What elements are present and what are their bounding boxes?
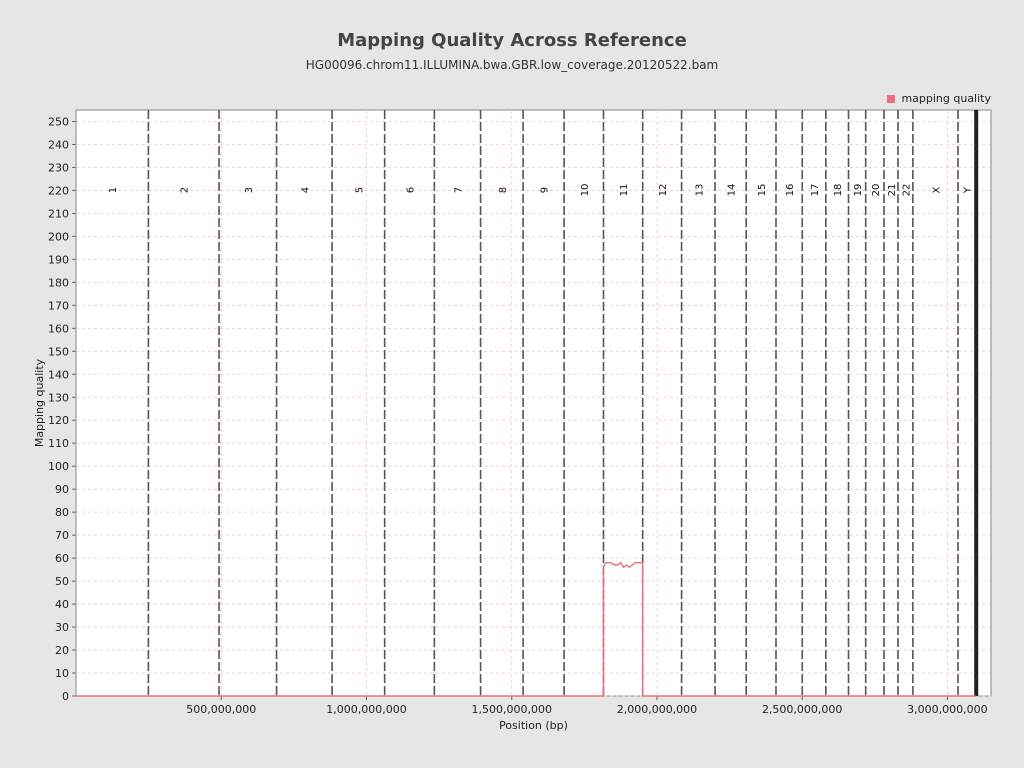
y-tick-label: 0 <box>62 690 69 703</box>
series-point <box>614 564 616 566</box>
chromosome-label: 9 <box>540 187 551 193</box>
y-tick-label: 90 <box>55 483 69 496</box>
y-axis-title: Mapping quality <box>33 358 46 447</box>
plot-area <box>75 109 992 697</box>
y-tick-label: 240 <box>48 138 69 151</box>
x-tick-label: 1,000,000,000 <box>326 703 406 716</box>
chromosome-label: 10 <box>580 184 591 197</box>
chromosome-label: 2 <box>180 187 191 193</box>
series-point <box>974 695 976 697</box>
y-tick-label: 230 <box>48 161 69 174</box>
y-tick-label: 160 <box>48 322 69 335</box>
y-tick-label: 250 <box>48 115 69 128</box>
chromosome-label: 22 <box>901 184 912 197</box>
chromosome-label: 17 <box>810 184 821 197</box>
chromosome-label: 20 <box>871 184 882 197</box>
chromosome-label: 19 <box>853 184 864 197</box>
chromosome-label: 7 <box>453 187 464 193</box>
series-point <box>634 562 636 564</box>
chromosome-label: 3 <box>244 187 255 193</box>
y-tick-label: 210 <box>48 207 69 220</box>
series-point <box>602 569 605 571</box>
x-axis-title: Position (bp) <box>499 719 568 732</box>
y-tick-label: 220 <box>48 184 69 197</box>
y-tick-label: 170 <box>48 299 69 312</box>
chromosome-label: 16 <box>785 184 796 197</box>
y-tick-label: 70 <box>55 529 69 542</box>
chromosome-label: Y <box>963 186 974 194</box>
chromosome-label: 15 <box>757 184 768 197</box>
y-tick-label: 60 <box>55 552 69 565</box>
legend-swatch <box>887 94 896 103</box>
y-tick-label: 10 <box>55 667 69 680</box>
chromosome-label: 12 <box>658 184 669 197</box>
y-tick-label: 120 <box>48 414 69 427</box>
series-point <box>605 562 607 564</box>
series-point <box>640 562 642 564</box>
legend: mapping quality <box>887 92 991 105</box>
series-point <box>625 564 628 566</box>
y-tick-label: 140 <box>48 368 69 381</box>
chromosome-label: 18 <box>833 184 844 197</box>
y-tick-label: 130 <box>48 391 69 404</box>
series-point <box>602 695 605 697</box>
x-tick-label: 2,500,000,000 <box>762 703 842 716</box>
series-point <box>637 562 639 564</box>
x-tick-label: 3,000,000,000 <box>907 703 987 716</box>
y-tick-label: 50 <box>55 575 69 588</box>
chromosome-label: 21 <box>887 184 898 197</box>
chromosome-label: 6 <box>405 187 416 193</box>
x-tick-label: 500,000,000 <box>186 703 256 716</box>
chromosome-label: 13 <box>694 184 705 197</box>
chromosome-label: 5 <box>354 187 365 193</box>
y-tick-label: 100 <box>48 460 69 473</box>
y-tick-label: 150 <box>48 345 69 358</box>
series-point <box>631 564 633 566</box>
series-point <box>609 562 612 564</box>
chromosome-label: 4 <box>300 187 311 193</box>
chromosome-label: 1 <box>108 187 119 193</box>
contig-boundary-band <box>974 110 979 696</box>
y-tick-label: 190 <box>48 253 69 266</box>
series-point <box>628 566 630 568</box>
chart-subtitle: HG00096.chrom11.ILLUMINA.bwa.GBR.low_cov… <box>305 58 719 72</box>
y-tick-label: 40 <box>55 598 69 611</box>
chromosome-label: 14 <box>727 184 738 197</box>
y-tick-label: 20 <box>55 644 69 657</box>
y-tick-label: 110 <box>48 437 69 450</box>
series-point <box>620 562 622 564</box>
x-tick-label: 2,000,000,000 <box>617 703 697 716</box>
series-point <box>642 562 644 564</box>
series-point <box>622 566 625 568</box>
y-tick-label: 30 <box>55 621 69 634</box>
chromosome-label: 8 <box>498 187 509 193</box>
y-tick-label: 80 <box>55 506 69 519</box>
y-tick-label: 200 <box>48 230 69 243</box>
series-point <box>75 695 77 697</box>
chart-title: Mapping Quality Across Reference <box>337 30 687 51</box>
legend-label: mapping quality <box>901 92 991 105</box>
x-tick-label: 1,500,000,000 <box>471 703 551 716</box>
series-point <box>603 564 605 566</box>
series-point <box>617 564 619 566</box>
y-tick-label: 180 <box>48 276 69 289</box>
chromosome-label: 11 <box>619 184 630 197</box>
chromosome-label: X <box>931 186 942 193</box>
series-point <box>642 695 644 697</box>
